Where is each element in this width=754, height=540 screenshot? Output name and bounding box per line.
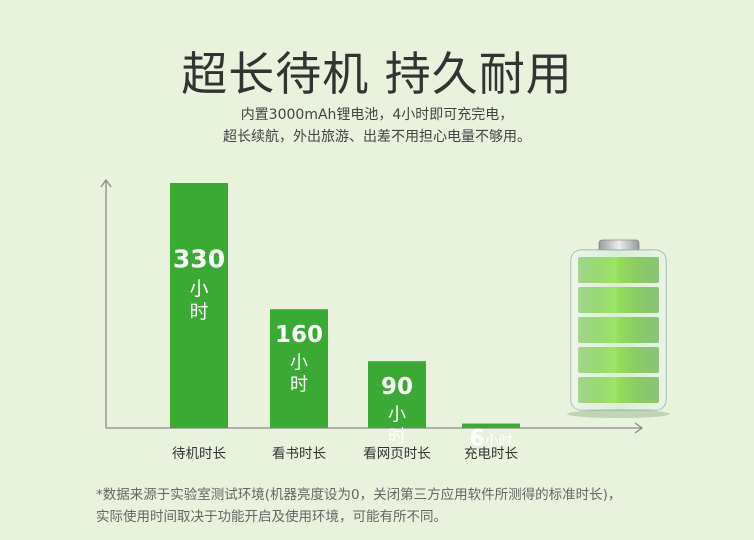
data-label-4: 6小时 [469, 427, 512, 452]
chart-bars [170, 183, 520, 428]
data-label-unit-2: 小时 [290, 352, 308, 395]
x-axis-arrow [634, 422, 644, 434]
x-tick-label-3: 看网页时长 [363, 446, 431, 462]
x-tick-label-2: 看书时长 [272, 446, 326, 462]
footnote-line-1: *数据来源于实验室测试环境(机器亮度设为0，关闭第三方应用软件所测得的标准时长)… [96, 487, 622, 503]
data-label-value-1: 330 [173, 245, 225, 274]
battery-full-icon [567, 239, 670, 418]
data-label-unit-1: 小时 [189, 278, 208, 323]
data-label-value-2: 160 [275, 322, 323, 348]
data-label-unit-3: 小时 [388, 404, 406, 447]
bar-2 [270, 309, 328, 428]
page-subtitle: 内置3000mAh锂电池，4小时即可充完电， 超长续航，外出旅游、出差不用担心电… [0, 104, 754, 148]
data-label-value-3: 90 [381, 374, 413, 400]
x-tick-label-4: 充电时长 [464, 446, 518, 462]
bar-3 [368, 361, 426, 428]
footnote-line-2: 实际使用时间取决于功能开启及使用环境，可能有所不同。 [96, 509, 447, 525]
footnote: *数据来源于实验室测试环境(机器亮度设为0，关闭第三方应用软件所测得的标准时长)… [96, 484, 716, 528]
battery-glass [571, 250, 666, 410]
x-tick-label-1: 待机时长 [172, 446, 226, 462]
subtitle-line-1: 内置3000mAh锂电池，4小时即可充完电， [240, 107, 514, 123]
bar-4 [462, 423, 520, 428]
bar-1 [170, 183, 228, 428]
battery-shadow [567, 410, 670, 418]
page-title: 超长待机 持久耐用 [181, 47, 573, 101]
y-axis-arrow [100, 178, 112, 188]
subtitle-line-2: 超长续航，外出旅游、出差不用担心电量不够用。 [223, 129, 531, 145]
